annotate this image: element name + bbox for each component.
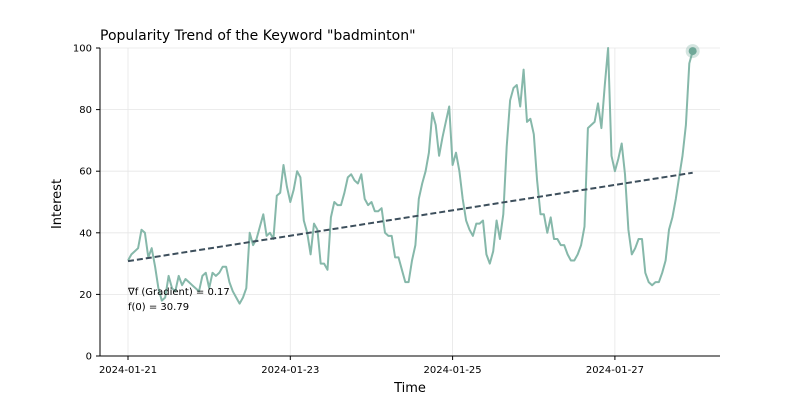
x-tick-label: 2024-01-27 — [586, 365, 644, 376]
x-tick-label: 2024-01-23 — [261, 365, 319, 376]
y-axis-label: Interest — [50, 179, 65, 229]
series-line — [127, 47, 694, 305]
y-tick-label: 40 — [79, 228, 92, 239]
x-tick-label: 2024-01-21 — [99, 365, 157, 376]
highlight-point — [688, 47, 697, 56]
y-tick-label: 0 — [86, 352, 92, 363]
intercept-annotation: f(0) = 30.79 — [128, 302, 189, 313]
y-tick-label: 20 — [79, 290, 92, 301]
y-tick-label: 60 — [79, 167, 92, 178]
y-tick-label: 100 — [73, 44, 92, 55]
ticks: 0 20 40 60 80 100 2024-01-21 2024-01-23 2024-01-… — [73, 44, 644, 377]
x-tick-label: 2024-01-25 — [424, 365, 482, 376]
x-axis-label: Time — [393, 381, 426, 396]
gradient-annotation: ∇f (Gradient) = 0.17 — [127, 287, 230, 298]
chart-title: Popularity Trend of the Keyword "badmint… — [100, 28, 416, 44]
plot-area — [127, 44, 700, 305]
trend-line — [127, 171, 693, 263]
y-tick-label: 80 — [79, 105, 92, 116]
axes — [99, 48, 720, 357]
grid — [100, 47, 720, 357]
